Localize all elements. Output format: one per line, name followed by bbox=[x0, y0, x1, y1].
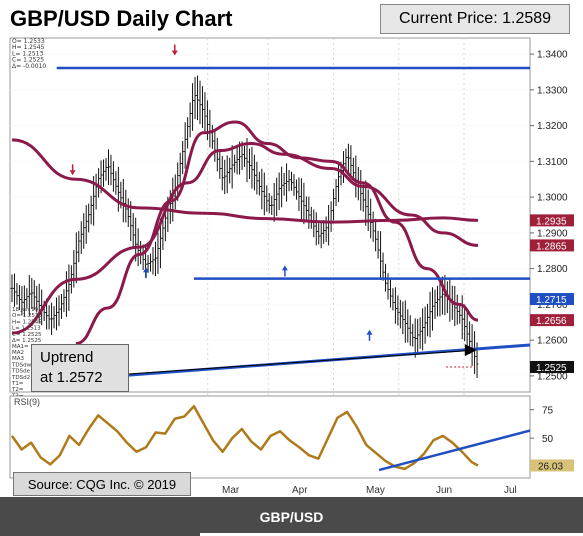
footer-underline bbox=[200, 533, 583, 536]
y-tick-label: 1.3400 bbox=[537, 50, 568, 61]
month-label: Jul bbox=[504, 485, 517, 496]
sell-arrow-head-icon bbox=[69, 170, 76, 176]
rsi-y-tick-label: 75 bbox=[542, 406, 554, 417]
legend-code: MA2 bbox=[12, 350, 24, 356]
month-label: Jun bbox=[436, 485, 452, 496]
buy-arrow-head-icon bbox=[281, 265, 288, 271]
ohlc-readout-line: C= 1.2525 bbox=[12, 57, 44, 64]
rsi-value-tag-label: 26.03 bbox=[538, 461, 563, 472]
legend-code: T1= bbox=[11, 381, 24, 387]
price-tag bbox=[530, 214, 574, 227]
mid-readout-line: H= 1.2545 bbox=[12, 319, 42, 325]
mid-readout-line: O= 1.2533 bbox=[12, 313, 42, 319]
legend-code: TDSdw bbox=[11, 362, 32, 368]
price-plot-frame bbox=[9, 37, 531, 393]
rsi-value-tag bbox=[530, 459, 574, 472]
y-tick-label: 1.2500 bbox=[537, 371, 568, 382]
callout-pointer-line bbox=[126, 349, 475, 375]
footer-bar: GBP/USD bbox=[0, 497, 583, 536]
price-panel: Mar Apr May Jun Jul 1.3400 1.3300 1.3200 1.3100 1… bbox=[9, 37, 574, 496]
y-tick-label: 1.3000 bbox=[537, 193, 568, 204]
month-label: Apr bbox=[292, 485, 308, 496]
rsi-panel: 755025RSI(9)26.03 bbox=[9, 395, 574, 479]
price-tag bbox=[530, 360, 574, 373]
ohlc-readout-line: H= 1.2545 bbox=[12, 44, 45, 51]
uptrend-callout: Uptrend at 1.2572 bbox=[31, 344, 129, 392]
y-tick-label: 1.2800 bbox=[537, 264, 568, 275]
y-tick-label: 1.2700 bbox=[537, 300, 568, 311]
mid-readout-line: C= 1.2525 bbox=[12, 332, 42, 338]
y-tick-label: 1.3300 bbox=[537, 85, 568, 96]
legend-code: T2= bbox=[11, 387, 24, 393]
legend-code: TDSd2 bbox=[11, 375, 30, 381]
rsi-label: RSI(9) bbox=[14, 397, 40, 407]
ohlc-readout-line: L= 1.2513 bbox=[12, 50, 43, 57]
source-note: Source: CQG Inc. © 2019 bbox=[13, 472, 191, 496]
moving-average-ma2 bbox=[11, 141, 479, 335]
price-tag bbox=[530, 314, 574, 327]
price-tag bbox=[530, 239, 574, 252]
buy-arrow-head-icon bbox=[366, 329, 373, 335]
y-tick-label: 1.2600 bbox=[537, 336, 568, 347]
sell-arrow-head-icon bbox=[171, 50, 178, 56]
moving-average-ma3 bbox=[75, 120, 479, 346]
rsi-uptrend-line bbox=[378, 429, 531, 472]
price-tag-label: 1.2525 bbox=[536, 363, 567, 374]
ohlc-readout-line: O= 1.2533 bbox=[12, 38, 45, 45]
buy-arrow-head-icon bbox=[143, 267, 150, 273]
pointer-arrowhead bbox=[464, 344, 477, 357]
price-tag-label: 1.2656 bbox=[536, 316, 567, 327]
price-tag-label: 1.2935 bbox=[536, 216, 567, 227]
price-tag-label: 1.2865 bbox=[536, 241, 567, 252]
y-tick-label: 1.2900 bbox=[537, 228, 568, 239]
y-tick-label: 1.3200 bbox=[537, 121, 568, 132]
callout-line-1: Uptrend bbox=[40, 349, 94, 366]
callout-line-2: at 1.2572 bbox=[40, 369, 103, 386]
footer-label: GBP/USD bbox=[259, 508, 324, 525]
legend-code: MA3 bbox=[12, 356, 25, 362]
rsi-y-tick-label: 50 bbox=[542, 434, 554, 445]
rsi-line bbox=[10, 405, 479, 471]
mid-readout-line: L= 1.2513 bbox=[12, 326, 41, 332]
current-price-box: Current Price: 1.2589 bbox=[380, 4, 570, 34]
month-label: May bbox=[366, 485, 385, 496]
ohlc-readout-line: Δ= -0.0010 bbox=[12, 63, 46, 70]
mid-readout-line: 18 Jun 19 bbox=[12, 307, 39, 313]
month-label: Mar bbox=[222, 485, 240, 496]
legend-code: TDSde bbox=[11, 369, 31, 375]
price-tag bbox=[530, 293, 574, 306]
price-tag-label: 1.2715 bbox=[536, 295, 567, 306]
y-tick-label: 1.3100 bbox=[537, 157, 568, 168]
mid-readout-line: Δ= 1.2525 bbox=[12, 338, 42, 344]
chart-title: GBP/USD Daily Chart bbox=[10, 6, 233, 31]
